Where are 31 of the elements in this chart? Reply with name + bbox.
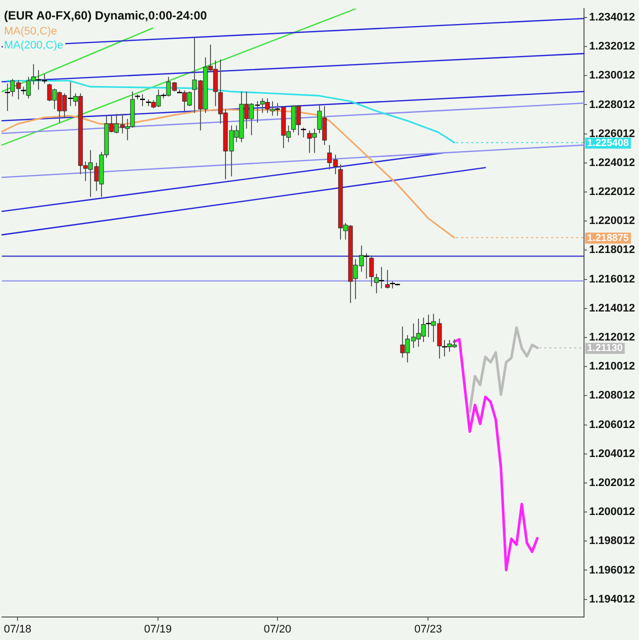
x-tick-label: 07/19 [144, 623, 172, 636]
text: MA(50,C)e [4, 26, 58, 38]
y-tick-label: 1.206012 [589, 418, 636, 431]
y-tick-label: 1.216012 [589, 273, 636, 286]
y-tick-label: 1.208012 [589, 390, 636, 402]
data-label: 1.225408 [587, 138, 630, 149]
y-tick-label: 1.200012 [589, 506, 636, 518]
text: MA(200,C)e [4, 40, 64, 52]
y-tick-label: 1.202012 [589, 476, 636, 489]
y-tick-label: 1.218012 [589, 244, 636, 256]
x-tick-label: 07/18 [4, 623, 32, 636]
y-tick-label: 1.222012 [589, 186, 636, 198]
chart-title: (EUR A0-FX,60) Dynamic,0:00-24:00 [4, 8, 208, 23]
y-tick-label: 1.230012 [589, 70, 636, 82]
y-tick-label: 1.224012 [589, 156, 636, 169]
y-tick-label: 1.198012 [589, 535, 636, 548]
x-tick-label: 07/20 [264, 623, 292, 636]
y-tick-label: 1.234012 [589, 11, 636, 24]
y-tick-label: 1.226012 [589, 128, 636, 140]
y-tick-label: 1.214012 [589, 302, 636, 314]
y-tick-label: 1.196012 [589, 564, 636, 576]
y-tick-label: 1.228012 [589, 98, 636, 111]
y-tick-label: 1.212012 [589, 332, 636, 344]
y-tick-label: 1.204012 [589, 448, 636, 460]
y-tick-label: 1.232012 [589, 40, 636, 53]
y-tick-label: 1.210012 [589, 360, 636, 373]
y-tick-label: 1.220012 [589, 215, 636, 228]
data-label: 1.218875 [587, 232, 630, 244]
x-tick-label: 07/23 [414, 623, 442, 636]
data-label: 1.21130 [587, 343, 624, 354]
y-tick-label: 1.194012 [589, 593, 636, 606]
